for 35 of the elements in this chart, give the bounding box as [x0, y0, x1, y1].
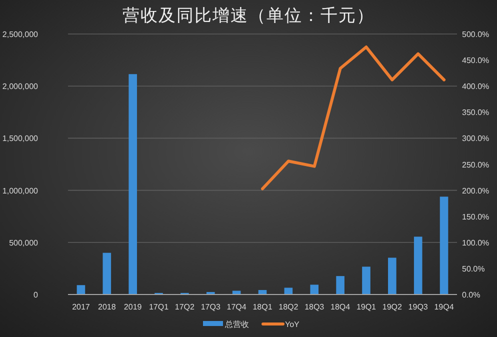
y2-tick-label: 350.0% — [462, 108, 490, 118]
y2-tick-label: 150.0% — [462, 212, 490, 222]
y-tick-label: 0 — [34, 290, 39, 300]
x-tick-label: 2018 — [98, 302, 116, 312]
x-tick-label: 17Q3 — [200, 302, 221, 312]
y-tick-label: 2,500,000 — [2, 30, 39, 39]
x-tick-label: 18Q3 — [304, 302, 325, 312]
x-tick-label: 19Q1 — [356, 302, 377, 312]
y2-tick-label: 450.0% — [462, 56, 490, 66]
y-tick-label: 500,000 — [9, 238, 39, 248]
x-tick-label: 18Q1 — [252, 302, 273, 312]
legend-label: 总营收 — [224, 320, 249, 329]
y2-tick-label: 50.0% — [462, 264, 485, 274]
y-tick-label: 2,000,000 — [2, 82, 39, 92]
x-tick-label: 17Q1 — [148, 302, 170, 312]
y2-tick-label: 500.0% — [462, 30, 490, 39]
x-tick-label: 18Q2 — [278, 302, 299, 312]
y2-tick-label: 400.0% — [462, 82, 490, 92]
x-tick-label: 19Q4 — [434, 302, 454, 312]
y2-tick-label: 250.0% — [462, 160, 490, 170]
x-tick-label: 18Q4 — [330, 302, 351, 312]
x-tick-label: 17Q2 — [174, 302, 196, 312]
legend-label: YoY — [285, 320, 300, 329]
title: 营收及同比增速（单位：千元） — [122, 6, 374, 25]
y2-tick-label: 100.0% — [462, 238, 490, 248]
x-tick-label: 19Q3 — [408, 302, 428, 312]
y2-tick-label: 0.0% — [462, 290, 480, 300]
x-tick-label: 17Q4 — [226, 302, 247, 312]
x-tick-label: 2019 — [124, 302, 142, 312]
y2-tick-label: 200.0% — [462, 186, 490, 196]
x-tick-label: 2017 — [72, 302, 90, 312]
x-tick-label: 19Q2 — [382, 302, 402, 312]
y-tick-label: 1,000,000 — [2, 186, 39, 196]
y-tick-label: 1,500,000 — [2, 134, 39, 144]
y2-tick-label: 300.0% — [462, 134, 490, 144]
